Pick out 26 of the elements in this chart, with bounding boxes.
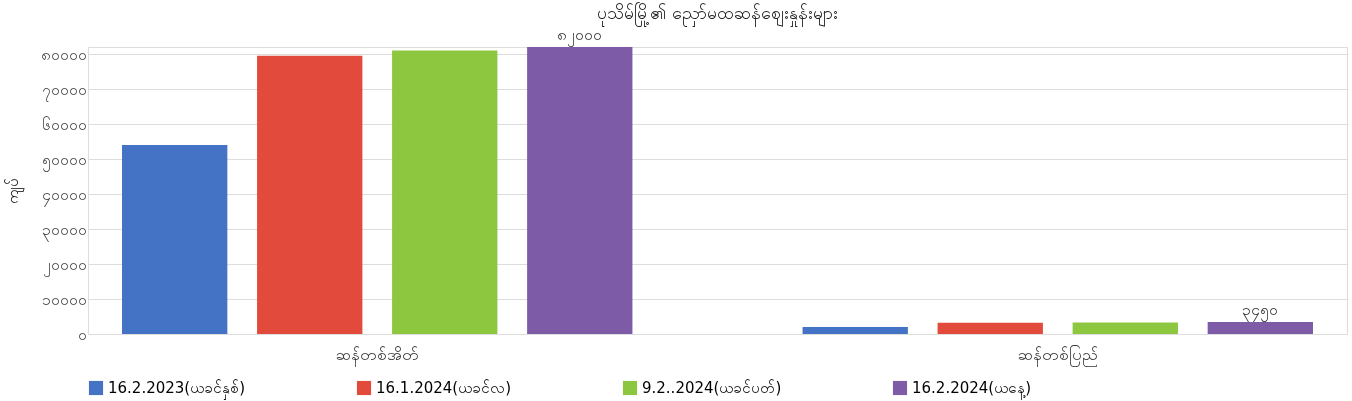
y-axis-title: ကျပ်: [3, 178, 25, 204]
bar: [937, 322, 1043, 334]
x-tick-label: ဆန်တစ်အိတ်: [335, 344, 419, 367]
y-tick-label: ၁၀၀၀၀: [41, 289, 87, 309]
y-tick-label: ၄၀၀၀၀: [41, 184, 87, 207]
x-tick-label: ဆန်တစ်ပြည်: [1017, 344, 1098, 367]
y-tick-label: ၆၀၀၀၀: [41, 114, 87, 134]
bar: [802, 327, 908, 334]
bar: [527, 47, 633, 334]
y-tick-label: ၇၀၀၀၀: [41, 79, 87, 102]
bar: [122, 145, 228, 334]
legend-label: 9.2..2024(ယခင်ပတ်): [642, 379, 782, 397]
bar: [1207, 321, 1313, 334]
y-tick-label: ၈၀၀၀၀: [40, 44, 87, 64]
legend-label: 16.1.2024(ယခင်လ): [376, 379, 512, 397]
bar: [1072, 322, 1178, 334]
legend-label: 16.2.2024(ယနေ့): [912, 379, 1032, 400]
y-tick-label: ၂၀၀၀၀: [42, 254, 87, 277]
data-label: ၃၄၅၀: [1242, 299, 1279, 322]
legend-label: 16.2.2023(ယခင်နှစ်): [108, 379, 246, 400]
y-tick-label: ၅၀၀၀၀: [41, 149, 87, 172]
bar: [392, 50, 498, 334]
y-tick-label: ၃၀၀၀၀: [41, 219, 87, 242]
bar: [257, 55, 363, 334]
y-tick-label: ၀: [77, 324, 87, 344]
data-label: ၈၂၀၀၀: [557, 25, 603, 47]
